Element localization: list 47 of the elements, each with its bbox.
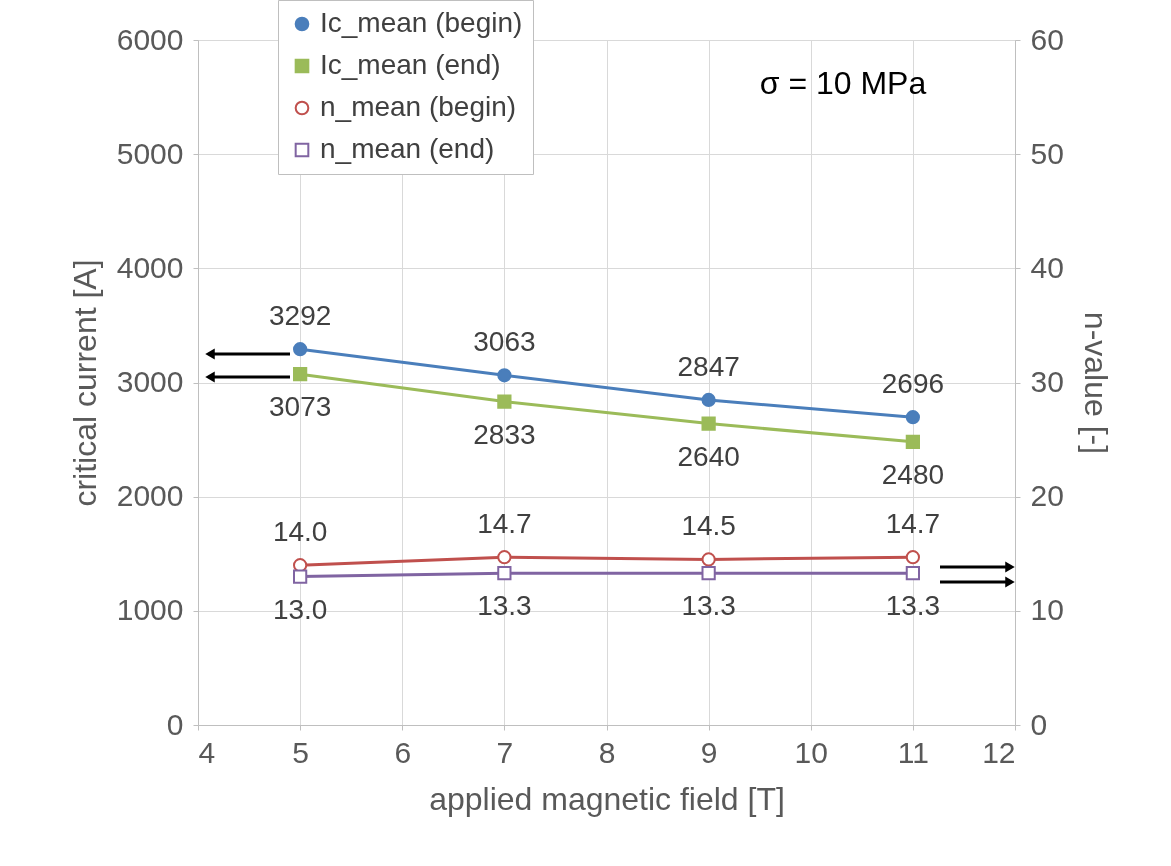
- y-tick-label: 2000: [116, 479, 184, 513]
- legend-label: Ic_mean (end): [320, 49, 501, 80]
- data-label: 13.3: [681, 590, 736, 622]
- x-tick-label: 6: [394, 735, 412, 769]
- y-tick-label: 1000: [116, 593, 184, 627]
- data-label: 13.3: [477, 590, 532, 622]
- y2-tick-label: 50: [1030, 136, 1064, 170]
- x-tick-label: 5: [292, 735, 309, 769]
- x-tick-label: 7: [496, 735, 514, 769]
- data-label: 3063: [473, 326, 536, 358]
- annotation: σ = 10 MPa: [759, 65, 927, 101]
- data-label: 2696: [881, 368, 945, 400]
- data-label: 3073: [268, 391, 332, 423]
- data-label: 2833: [473, 418, 536, 450]
- x-tick-label: 10: [794, 735, 828, 769]
- y2-tick-label: 60: [1030, 22, 1064, 56]
- legend-label: n_mean (end): [320, 133, 495, 164]
- data-label: 2847: [677, 350, 740, 382]
- y-tick-label: 5000: [116, 136, 184, 170]
- x-tick-label: 8: [598, 735, 616, 769]
- y2-tick-label: 0: [1030, 707, 1048, 741]
- y2-tick-label: 20: [1030, 479, 1064, 513]
- data-label: 14.5: [681, 510, 736, 542]
- x-tick-label: 9: [700, 735, 718, 769]
- data-label: 14.7: [885, 508, 941, 540]
- y2-tick-label: 40: [1030, 250, 1064, 284]
- y-tick-label: 3000: [116, 365, 184, 398]
- y2-tick-label: 30: [1030, 365, 1064, 398]
- data-label: 13.3: [885, 590, 941, 622]
- data-label: 2480: [881, 458, 945, 490]
- data-label: 14.0: [272, 516, 328, 548]
- y-axis-title: critical current [A]: [66, 259, 103, 507]
- y-tick-label: 0: [166, 707, 184, 741]
- data-label: 14.7: [477, 508, 532, 540]
- legend-label: n_mean (begin): [320, 91, 517, 122]
- data-label: 2640: [677, 440, 740, 472]
- data-label: 3292: [268, 300, 332, 332]
- data-label: 13.0: [272, 593, 328, 625]
- x-tick-label: 12: [982, 735, 1016, 769]
- x-tick-label: 4: [198, 735, 216, 769]
- x-axis-title: applied magnetic field [T]: [429, 780, 785, 817]
- y2-axis-title: n-value [-]: [1077, 311, 1114, 455]
- y2-tick-label: 10: [1030, 593, 1064, 627]
- y-tick-label: 6000: [116, 22, 184, 56]
- y-tick-label: 4000: [116, 250, 184, 284]
- legend-label: Ic_mean (begin): [320, 7, 523, 38]
- x-tick-label: 11: [897, 735, 929, 769]
